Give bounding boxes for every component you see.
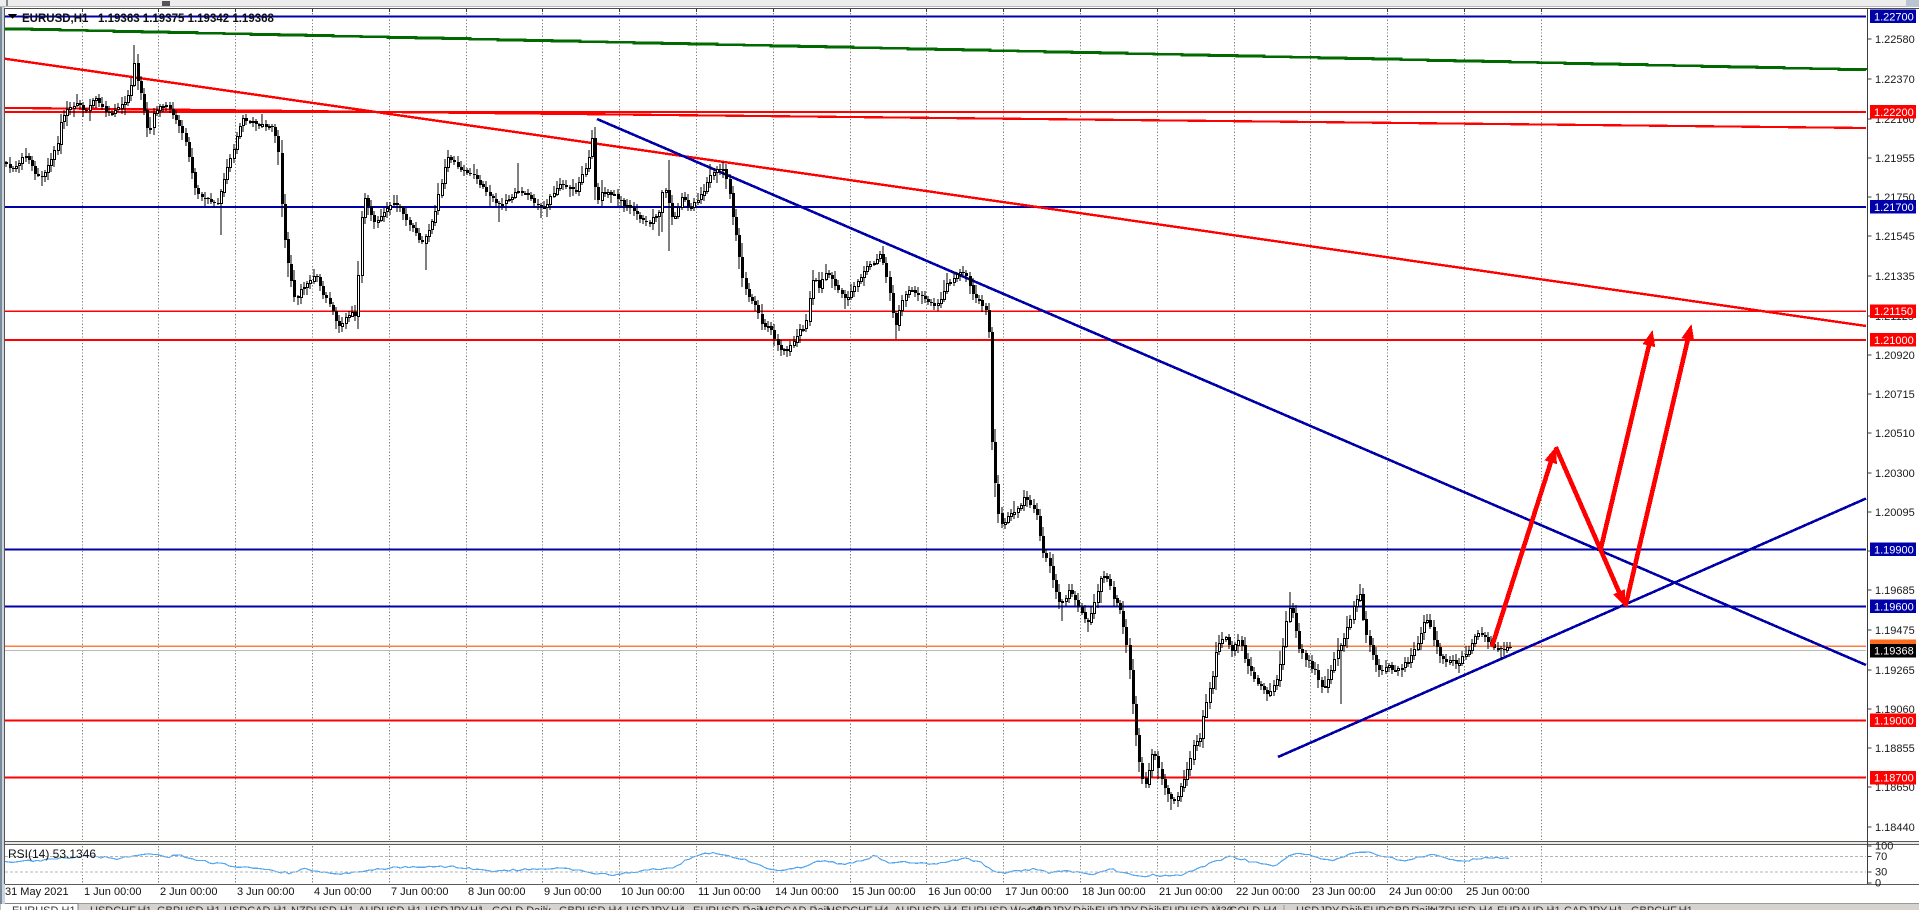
svg-text:31 May 2021: 31 May 2021 [5, 886, 69, 898]
svg-text:14 Jun 00:00: 14 Jun 00:00 [775, 886, 839, 898]
svg-text:25 Jun 00:00: 25 Jun 00:00 [1466, 886, 1530, 898]
svg-text:NZDUSD,H1: NZDUSD,H1 [291, 905, 354, 910]
svg-text:1.18855: 1.18855 [1875, 743, 1915, 755]
svg-text:USDJPY,Daily: USDJPY,Daily [1296, 905, 1366, 910]
svg-text:1.19060: 1.19060 [1875, 704, 1915, 716]
svg-text:USDCHF,H4: USDCHF,H4 [827, 905, 889, 910]
svg-text:RSI(14) 53.1346: RSI(14) 53.1346 [8, 847, 96, 861]
svg-text:EURUSD,Daily: EURUSD,Daily [693, 905, 767, 910]
svg-text:AUDUSD,H1: AUDUSD,H1 [358, 905, 422, 910]
svg-text:USDCAD,Daily: USDCAD,Daily [760, 905, 834, 910]
svg-text:EURUSD,M30: EURUSD,M30 [1162, 905, 1233, 910]
svg-text:1.21700: 1.21700 [1874, 202, 1914, 214]
svg-text:EURJPY,Daily: EURJPY,Daily [1095, 905, 1165, 910]
svg-text:22 Jun 00:00: 22 Jun 00:00 [1236, 886, 1300, 898]
svg-text:1.22200: 1.22200 [1874, 107, 1914, 119]
svg-text:1.19475: 1.19475 [1875, 625, 1915, 637]
svg-text:1.19900: 1.19900 [1874, 544, 1914, 556]
svg-text:GBPUSD,H1: GBPUSD,H1 [157, 905, 221, 910]
svg-text:3 Jun 00:00: 3 Jun 00:00 [237, 886, 295, 898]
svg-text:15 Jun 00:00: 15 Jun 00:00 [852, 886, 916, 898]
svg-text:EURGBP,Daily: EURGBP,Daily [1363, 905, 1436, 910]
svg-text:30: 30 [1875, 867, 1887, 879]
svg-text:11 Jun 00:00: 11 Jun 00:00 [698, 886, 761, 898]
svg-text:24 Jun 00:00: 24 Jun 00:00 [1389, 886, 1453, 898]
svg-text:EURAUD,H1: EURAUD,H1 [1497, 905, 1561, 910]
svg-text:8 Jun 00:00: 8 Jun 00:00 [468, 886, 526, 898]
svg-text:1.22370: 1.22370 [1875, 74, 1915, 86]
svg-text:GOLD,Daily: GOLD,Daily [492, 905, 551, 910]
svg-text:1.19685: 1.19685 [1875, 585, 1915, 597]
svg-text:9 Jun 00:00: 9 Jun 00:00 [544, 886, 602, 898]
svg-text:GBPCHF,H1: GBPCHF,H1 [1631, 905, 1693, 910]
svg-text:EURUSD,H1 1.19363 1.19375 1.: EURUSD,H1 1.19363 1.19375 1.19342 1.1936… [22, 13, 275, 25]
svg-text:1.19265: 1.19265 [1875, 665, 1915, 677]
svg-text:USDCAD,H1: USDCAD,H1 [224, 905, 288, 910]
svg-text:1.18650: 1.18650 [1875, 782, 1915, 794]
svg-text:1.19368: 1.19368 [1874, 646, 1914, 658]
svg-text:GBPJPY,Daily: GBPJPY,Daily [1028, 905, 1098, 910]
svg-text:GBPUSD,H4: GBPUSD,H4 [559, 905, 623, 910]
svg-text:USDJPY,H1: USDJPY,H1 [425, 905, 484, 910]
svg-text:1.21955: 1.21955 [1875, 153, 1915, 165]
svg-text:USDJPY,H4: USDJPY,H4 [626, 905, 685, 910]
svg-text:7 Jun 00:00: 7 Jun 00:00 [391, 886, 449, 898]
svg-text:70: 70 [1875, 851, 1887, 863]
svg-text:2 Jun 00:00: 2 Jun 00:00 [160, 886, 218, 898]
svg-text:4 Jun 00:00: 4 Jun 00:00 [314, 886, 372, 898]
svg-text:1.21335: 1.21335 [1875, 271, 1915, 283]
svg-text:USDCHF,H1: USDCHF,H1 [90, 905, 152, 910]
svg-text:1.20920: 1.20920 [1875, 350, 1915, 362]
svg-text:1.20095: 1.20095 [1875, 507, 1915, 519]
svg-text:1.22700: 1.22700 [1874, 12, 1914, 24]
svg-text:17 Jun 00:00: 17 Jun 00:00 [1005, 886, 1069, 898]
svg-text:EURUSD,Weekly: EURUSD,Weekly [961, 905, 1047, 910]
svg-text:1.21150: 1.21150 [1874, 306, 1913, 318]
svg-text:1.18700: 1.18700 [1874, 773, 1914, 785]
svg-text:16 Jun 00:00: 16 Jun 00:00 [928, 886, 992, 898]
svg-text:AUDUSD,H4: AUDUSD,H4 [894, 905, 958, 910]
svg-text:1.19000: 1.19000 [1874, 716, 1914, 728]
svg-text:GOLD,H4: GOLD,H4 [1229, 905, 1277, 910]
svg-text:10 Jun 00:00: 10 Jun 00:00 [621, 886, 685, 898]
svg-text:1.20300: 1.20300 [1875, 468, 1915, 480]
svg-text:100: 100 [1875, 841, 1893, 853]
svg-text:1 Jun 00:00: 1 Jun 00:00 [84, 886, 142, 898]
svg-text:1.20715: 1.20715 [1875, 389, 1915, 401]
svg-text:1.18440: 1.18440 [1875, 822, 1915, 834]
svg-text:23 Jun 00:00: 23 Jun 00:00 [1312, 886, 1376, 898]
svg-text:EURUSD,H1: EURUSD,H1 [12, 905, 76, 910]
svg-text:1.19600: 1.19600 [1874, 602, 1914, 614]
svg-text:18 Jun 00:00: 18 Jun 00:00 [1082, 886, 1146, 898]
svg-text:1.22580: 1.22580 [1875, 34, 1915, 46]
svg-text:CADJPY,H1: CADJPY,H1 [1564, 905, 1623, 910]
svg-text:0: 0 [1875, 878, 1881, 890]
svg-text:1.21545: 1.21545 [1875, 231, 1915, 243]
svg-text:NZDUSD,H4: NZDUSD,H4 [1430, 905, 1493, 910]
svg-text:1.21000: 1.21000 [1874, 335, 1914, 347]
svg-text:1.20510: 1.20510 [1875, 428, 1915, 440]
svg-text:21 Jun 00:00: 21 Jun 00:00 [1159, 886, 1223, 898]
